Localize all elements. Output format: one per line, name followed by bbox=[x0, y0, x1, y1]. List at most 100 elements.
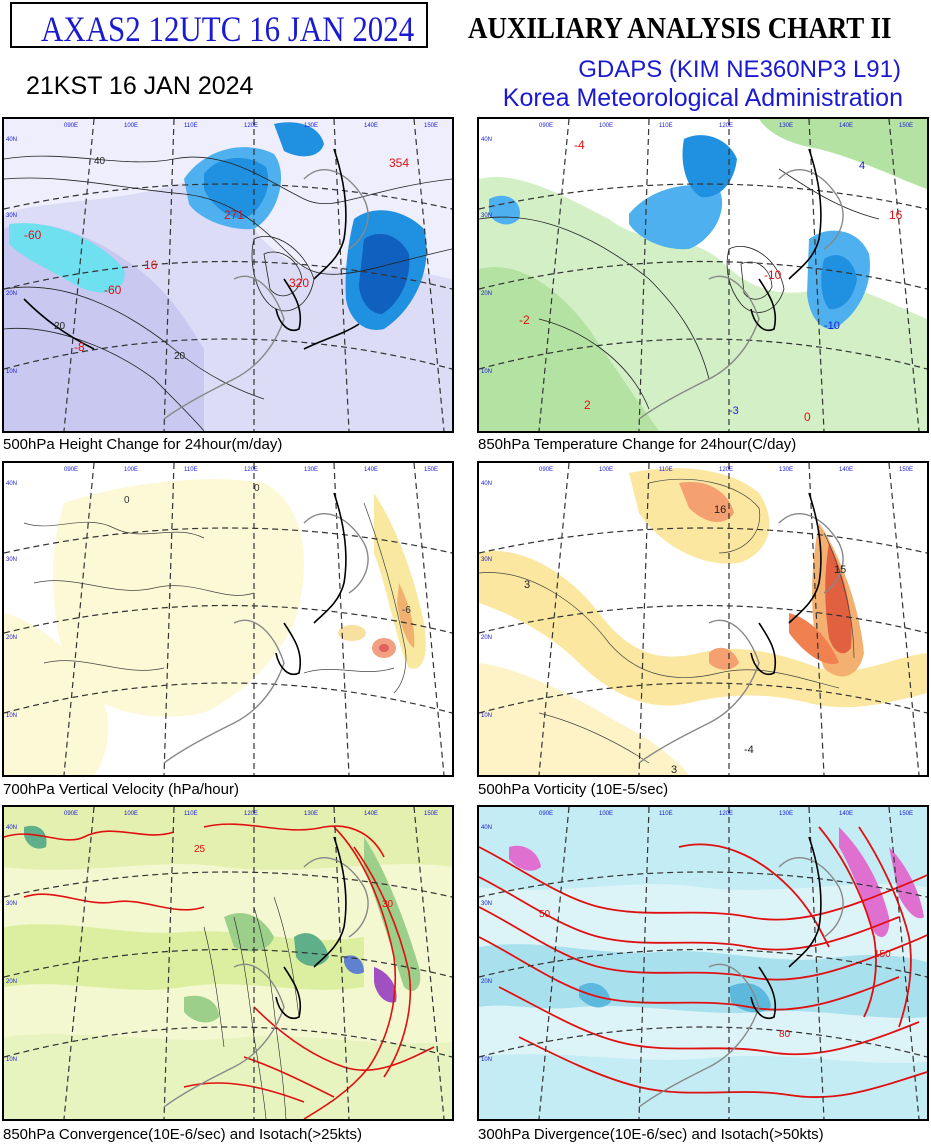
lon-label: 110E bbox=[184, 123, 198, 129]
lat-label: 30N bbox=[6, 901, 17, 907]
lon-label: 090E bbox=[539, 811, 553, 817]
map-label: -60 bbox=[104, 283, 122, 297]
lat-label: 40N bbox=[481, 825, 492, 831]
map-label: 354 bbox=[389, 156, 409, 170]
map-label: -8 bbox=[74, 340, 85, 354]
map-label: 40 bbox=[94, 156, 106, 167]
map-label: 20 bbox=[54, 321, 66, 332]
panel-temperature-change-map[interactable]: -4 -2 2 -10 0 16 -10 -3 4 090E 100E 110E… bbox=[477, 117, 929, 433]
lon-label: 130E bbox=[304, 811, 318, 817]
lat-label: 30N bbox=[481, 901, 492, 907]
lon-label: 120E bbox=[719, 811, 733, 817]
lon-label: 150E bbox=[899, 811, 913, 817]
lon-label: 130E bbox=[779, 123, 793, 129]
lat-label: 20N bbox=[6, 979, 17, 985]
vertical-velocity-map: 0 0 -6 090E 100E 110E 120E 130E 140E 150… bbox=[4, 463, 452, 775]
lon-label: 150E bbox=[424, 123, 438, 129]
map-label: 15 bbox=[834, 564, 846, 576]
map-label: -4 bbox=[574, 138, 585, 152]
lon-label: 130E bbox=[304, 467, 318, 473]
panel-height-change-map[interactable]: -60 -60 16 -8 271 320 354 40 20 20 090E … bbox=[2, 117, 454, 433]
valid-time: 21KST 16 JAN 2024 bbox=[26, 72, 254, 100]
product-id: AXAS2 12UTC 16 JAN 2024 bbox=[40, 9, 415, 49]
lon-label: 140E bbox=[364, 811, 378, 817]
lon-label: 120E bbox=[244, 467, 258, 473]
lon-label: 150E bbox=[424, 811, 438, 817]
map-label: 80 bbox=[779, 1029, 791, 1040]
lon-label: 120E bbox=[244, 811, 258, 817]
model-name: GDAPS (KIM NE360NP3 L91) bbox=[578, 56, 901, 83]
panel-vorticity-map[interactable]: 3 16 15 -4 3 090E 100E 110E 120E 130E 14… bbox=[477, 461, 929, 777]
product-id-box: AXAS2 12UTC 16 JAN 2024 bbox=[10, 2, 428, 49]
map-label: 0 bbox=[124, 495, 130, 506]
lat-label: 20N bbox=[6, 291, 17, 297]
panel-caption: 700hPa Vertical Velocity (hPa/hour) bbox=[3, 781, 239, 798]
lon-label: 100E bbox=[124, 467, 138, 473]
lat-label: 40N bbox=[481, 481, 492, 487]
lat-label: 20N bbox=[481, 635, 492, 641]
panel-convergence-map[interactable]: 25 30 090E 100E 110E 120E 130E 140E 150E… bbox=[2, 805, 454, 1121]
lat-label: 20N bbox=[481, 979, 492, 985]
lat-label: 10N bbox=[481, 369, 492, 375]
lon-label: 100E bbox=[599, 123, 613, 129]
lon-label: 090E bbox=[539, 123, 553, 129]
lat-label: 40N bbox=[481, 137, 492, 143]
lon-label: 110E bbox=[184, 467, 198, 473]
agency-name: Korea Meteorological Administration bbox=[502, 84, 903, 112]
map-label: 320 bbox=[289, 276, 309, 290]
lon-label: 130E bbox=[779, 467, 793, 473]
lat-label: 30N bbox=[481, 557, 492, 563]
panel-caption: 500hPa Vorticity (10E-5/sec) bbox=[478, 781, 669, 798]
lat-label: 40N bbox=[6, 825, 17, 831]
panel-divergence-map[interactable]: 50 80 150 090E 100E 110E 120E 130E 140E … bbox=[477, 805, 929, 1121]
map-label: 25 bbox=[194, 844, 206, 855]
panel-vertical-velocity-map[interactable]: 0 0 -6 090E 100E 110E 120E 130E 140E 150… bbox=[2, 461, 454, 777]
lon-label: 100E bbox=[599, 467, 613, 473]
divergence-map: 50 80 150 090E 100E 110E 120E 130E 140E … bbox=[479, 807, 927, 1119]
lat-label: 10N bbox=[6, 369, 17, 375]
lon-label: 130E bbox=[779, 811, 793, 817]
lon-label: 090E bbox=[64, 123, 78, 129]
panel-caption: 500hPa Height Change for 24hour(m/day) bbox=[3, 436, 283, 453]
lon-label: 120E bbox=[719, 467, 733, 473]
map-label: 3 bbox=[524, 579, 530, 591]
temperature-change-map: -4 -2 2 -10 0 16 -10 -3 4 090E 100E 110E… bbox=[479, 119, 927, 431]
lat-label: 40N bbox=[6, 481, 17, 487]
panel-caption: 850hPa Temperature Change for 24hour(C/d… bbox=[478, 436, 797, 453]
map-label: 30 bbox=[382, 899, 394, 910]
map-label: -60 bbox=[24, 228, 42, 242]
map-label: 0 bbox=[804, 410, 811, 424]
map-label: -6 bbox=[402, 605, 411, 616]
lon-label: 100E bbox=[124, 123, 138, 129]
lon-label: 090E bbox=[539, 467, 553, 473]
lat-label: 10N bbox=[481, 1057, 492, 1063]
height-change-map: -60 -60 16 -8 271 320 354 40 20 20 090E … bbox=[4, 119, 452, 431]
map-label: -2 bbox=[519, 313, 530, 327]
lat-label: 10N bbox=[6, 1057, 17, 1063]
vorticity-map: 3 16 15 -4 3 090E 100E 110E 120E 130E 14… bbox=[479, 463, 927, 775]
lat-label: 30N bbox=[6, 557, 17, 563]
lon-label: 110E bbox=[659, 467, 673, 473]
lon-label: 120E bbox=[244, 123, 258, 129]
lon-label: 110E bbox=[659, 811, 673, 817]
map-label: 50 bbox=[539, 909, 551, 920]
lon-label: 120E bbox=[719, 123, 733, 129]
lon-label: 110E bbox=[659, 123, 673, 129]
map-label: -10 bbox=[824, 320, 840, 332]
lon-label: 150E bbox=[899, 123, 913, 129]
panel-caption: 300hPa Divergence(10E-6/sec) and Isotach… bbox=[478, 1126, 824, 1143]
map-label: -10 bbox=[764, 268, 782, 282]
map-label: -3 bbox=[729, 405, 739, 417]
lon-label: 090E bbox=[64, 467, 78, 473]
lat-label: 20N bbox=[6, 635, 17, 641]
map-label: 271 bbox=[224, 208, 244, 222]
map-label: 16 bbox=[889, 208, 903, 222]
map-label: 2 bbox=[584, 398, 591, 412]
panel-caption: 850hPa Convergence(10E-6/sec) and Isotac… bbox=[3, 1126, 362, 1143]
map-label: 20 bbox=[174, 351, 186, 362]
lon-label: 150E bbox=[424, 467, 438, 473]
lon-label: 110E bbox=[184, 811, 198, 817]
lon-label: 140E bbox=[839, 123, 853, 129]
lon-label: 130E bbox=[304, 123, 318, 129]
map-label: 3 bbox=[671, 764, 677, 775]
